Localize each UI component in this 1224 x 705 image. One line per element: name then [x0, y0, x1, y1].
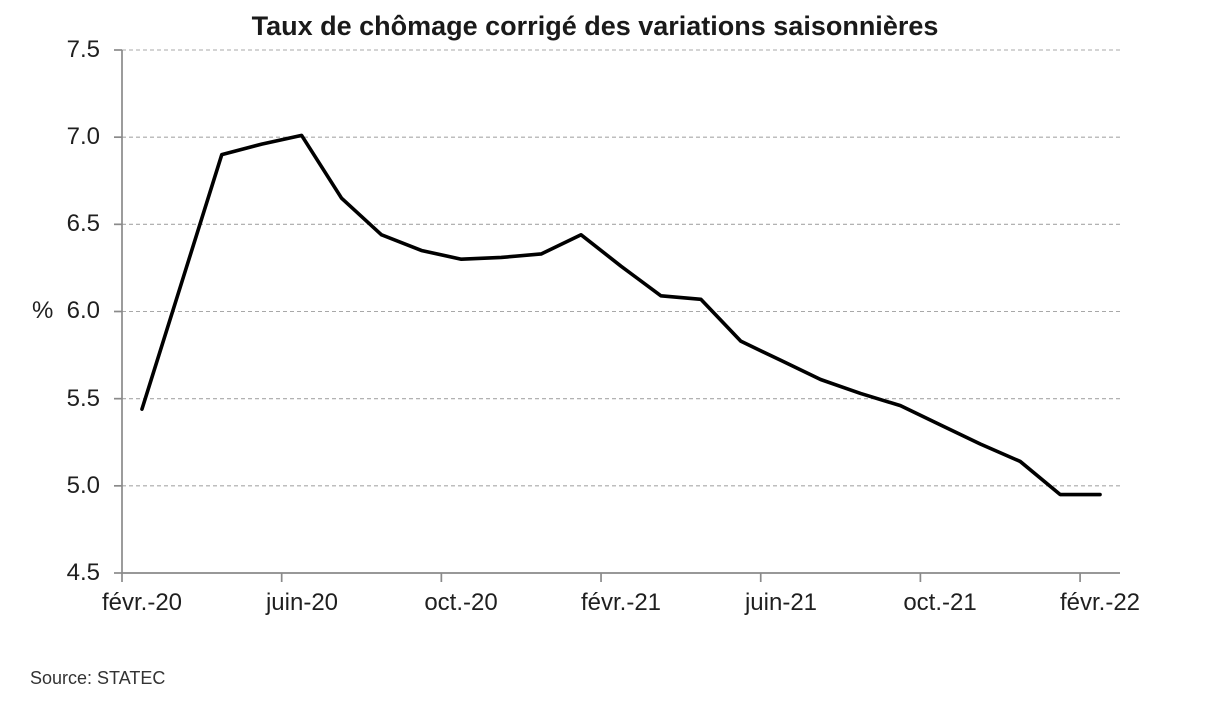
x-tick-label: févr.-22 — [1059, 589, 1141, 616]
x-tick-label: févr.-21 — [580, 589, 662, 616]
y-tick-label: 7.5 — [66, 36, 100, 63]
x-tick-label: juin-20 — [265, 589, 339, 616]
y-axis-unit-label: % — [32, 297, 54, 324]
y-tick-label: 5.0 — [66, 472, 100, 499]
x-tick-label: oct.-21 — [903, 589, 977, 616]
plot-area — [114, 49, 1120, 582]
gridlines — [122, 49, 1120, 487]
source-caption: Source: STATEC — [30, 668, 166, 688]
y-tick-label: 6.0 — [66, 297, 100, 324]
x-tick-label: juin-21 — [744, 589, 818, 616]
data-series-line — [140, 133, 1102, 497]
y-tick-label: 5.5 — [66, 385, 100, 412]
axis-ticks — [114, 49, 1081, 582]
y-tick-label: 4.5 — [66, 559, 100, 586]
x-tick-label: oct.-20 — [424, 589, 498, 616]
y-tick-label: 6.5 — [66, 210, 100, 237]
chart-title: Taux de chômage corrigé des variations s… — [251, 11, 939, 41]
y-tick-label: 7.0 — [66, 123, 100, 150]
x-tick-label: févr.-20 — [101, 589, 183, 616]
